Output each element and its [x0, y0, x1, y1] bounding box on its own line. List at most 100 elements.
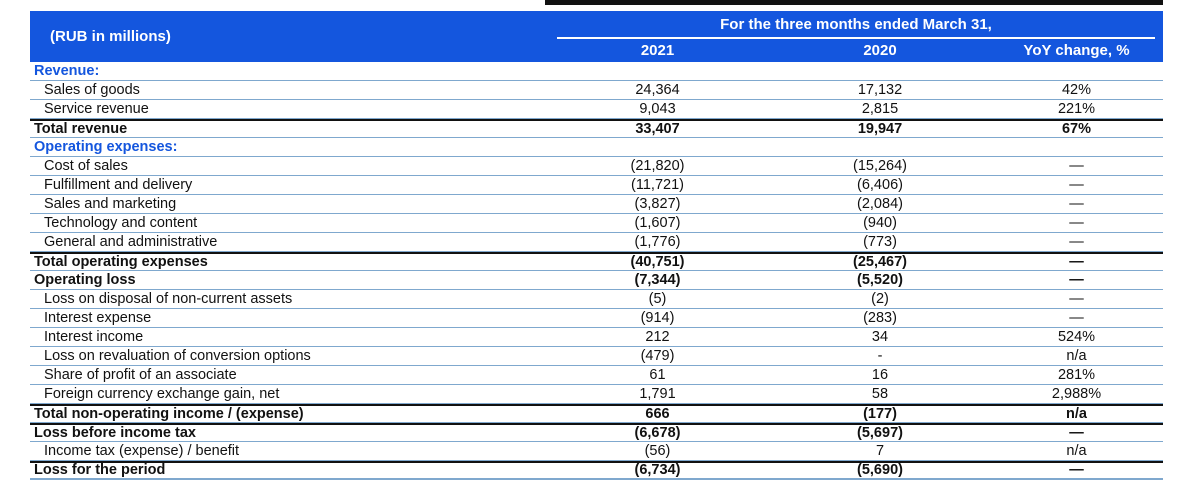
value-yoy: — — [1069, 309, 1084, 326]
table-row: Share of profit of an associate 61 16 281% — [30, 366, 1163, 385]
table-row: General and administrative (1,776) (773) — — [30, 233, 1163, 252]
table-row: Sales and marketing (3,827) (2,084) — — [30, 195, 1163, 214]
value-2020: 17,132 — [857, 81, 903, 98]
header-blue-bar — [30, 11, 1163, 62]
value-2021: (40,751) — [630, 253, 685, 270]
value-2021: (5) — [648, 290, 667, 307]
value-2020: (2) — [871, 290, 889, 307]
value-2020: (2,084) — [857, 195, 903, 212]
value-2020: 7 — [875, 442, 885, 459]
value-yoy: — — [1069, 271, 1084, 288]
value-2021: (7,344) — [634, 271, 681, 288]
row-label: Fulfillment and delivery — [44, 177, 193, 193]
table-row: Foreign currency exchange gain, net 1,791… — [30, 385, 1163, 404]
value-yoy: 42% — [1061, 81, 1092, 98]
header-top-rule — [545, 0, 1163, 5]
value-2020: (283) — [863, 309, 897, 326]
value-2020: (940) — [863, 214, 897, 231]
value-yoy: 221% — [1057, 100, 1096, 117]
value-yoy: — — [1069, 195, 1084, 212]
value-2020: (5,697) — [857, 424, 903, 441]
table-row: Total non-operating income / (expense) 66… — [30, 404, 1163, 423]
value-yoy: — — [1069, 214, 1084, 231]
value-2021: (914) — [640, 309, 675, 326]
table-row: Loss on disposal of non-current assets (5… — [30, 290, 1163, 309]
value-2020: 58 — [871, 385, 889, 402]
value-2020: (25,467) — [852, 253, 907, 270]
value-2021: 1,791 — [639, 385, 676, 402]
value-yoy: n/a — [1066, 405, 1087, 422]
value-yoy: — — [1069, 157, 1084, 174]
column-header-2021: 2021 — [640, 42, 675, 59]
value-2021: (6,734) — [634, 462, 681, 479]
value-2020: (6,406) — [857, 176, 903, 193]
value-yoy: 67% — [1061, 120, 1092, 137]
value-2021: 666 — [645, 405, 670, 422]
value-2021: (56) — [644, 442, 671, 459]
row-label: Loss for the period — [34, 463, 166, 478]
table-row: Technology and content (1,607) (940) — — [30, 214, 1163, 233]
header-period-section: For the three months ended March 31, 202… — [545, 11, 1163, 62]
value-2020: (15,264) — [852, 157, 907, 174]
table-row: Revenue: — [30, 62, 1163, 81]
row-label: Operating expenses: — [34, 139, 178, 155]
value-2021: 33,407 — [635, 120, 680, 137]
value-2021: (6,678) — [634, 424, 681, 441]
row-label: Total non-operating income / (expense) — [34, 406, 304, 422]
table-row: Operating loss (7,344) (5,520) — — [30, 271, 1163, 290]
column-header-2020: 2020 — [863, 42, 897, 59]
table-row: Service revenue 9,043 2,815 221% — [30, 100, 1163, 119]
value-yoy: — — [1069, 253, 1084, 270]
value-yoy: 281% — [1057, 366, 1096, 383]
value-2020: - — [877, 347, 883, 364]
period-span-title: For the three months ended March 31, — [557, 11, 1155, 39]
value-yoy: — — [1069, 233, 1084, 250]
value-2021: 9,043 — [639, 100, 676, 117]
value-2021: (3,827) — [634, 195, 681, 212]
row-label: Operating loss — [34, 272, 136, 288]
table-row: Sales of goods 24,364 17,132 42% — [30, 81, 1163, 100]
income-statement-table: (RUB in millions) For the three months e… — [30, 0, 1163, 480]
row-label: Sales and marketing — [44, 196, 177, 212]
value-2021: (1,776) — [634, 233, 681, 250]
table-row: Total revenue 33,407 19,947 67% — [30, 119, 1163, 138]
value-yoy: n/a — [1066, 442, 1087, 459]
table-row: Interest expense (914) (283) — — [30, 309, 1163, 328]
row-label: Income tax (expense) / benefit — [44, 443, 240, 459]
table-row: Fulfillment and delivery (11,721) (6,406) — — [30, 176, 1163, 195]
row-label: Total operating expenses — [34, 254, 208, 270]
value-yoy: — — [1069, 290, 1084, 307]
row-label: Technology and content — [44, 215, 198, 231]
row-label: Share of profit of an associate — [44, 367, 237, 383]
value-2020: 19,947 — [857, 120, 903, 137]
table-row: Loss for the period (6,734) (5,690) — — [30, 461, 1163, 480]
table-body: Revenue: Sales of goods 24,364 17,132 42% Ser… — [30, 62, 1163, 480]
units-label: (RUB in millions) — [50, 28, 171, 45]
table-row: Income tax (expense) / benefit (56) 7 n/a — [30, 442, 1163, 461]
row-label: Cost of sales — [44, 158, 128, 174]
value-yoy: 524% — [1057, 328, 1096, 345]
column-header-yoy: YoY change, % — [1023, 42, 1130, 59]
value-2020: 34 — [871, 328, 889, 345]
value-2020: (5,520) — [857, 271, 903, 288]
row-label: Revenue: — [34, 63, 100, 79]
row-label: Loss before income tax — [34, 425, 196, 441]
value-2020: (773) — [863, 233, 897, 250]
table-row: Loss on revaluation of conversion option… — [30, 347, 1163, 366]
value-2021: 24,364 — [635, 81, 680, 98]
value-2021: (479) — [640, 347, 675, 364]
column-headers: 2021 2020 YoY change, % — [545, 39, 1163, 62]
value-yoy: n/a — [1066, 347, 1087, 364]
table-header: (RUB in millions) For the three months e… — [30, 0, 1163, 62]
value-2021: (1,607) — [634, 214, 681, 231]
value-2021: (11,721) — [631, 176, 684, 193]
value-2020: (5,690) — [857, 462, 903, 479]
value-2021: 61 — [649, 366, 666, 383]
row-label: Service revenue — [44, 101, 149, 117]
value-2020: (177) — [863, 405, 897, 422]
row-label: Loss on disposal of non-current assets — [44, 291, 293, 307]
row-label: Sales of goods — [44, 82, 140, 98]
row-label: Total revenue — [34, 121, 128, 137]
table-row: Loss before income tax (6,678) (5,697) — — [30, 423, 1163, 442]
table-row: Interest income 212 34 524% — [30, 328, 1163, 347]
